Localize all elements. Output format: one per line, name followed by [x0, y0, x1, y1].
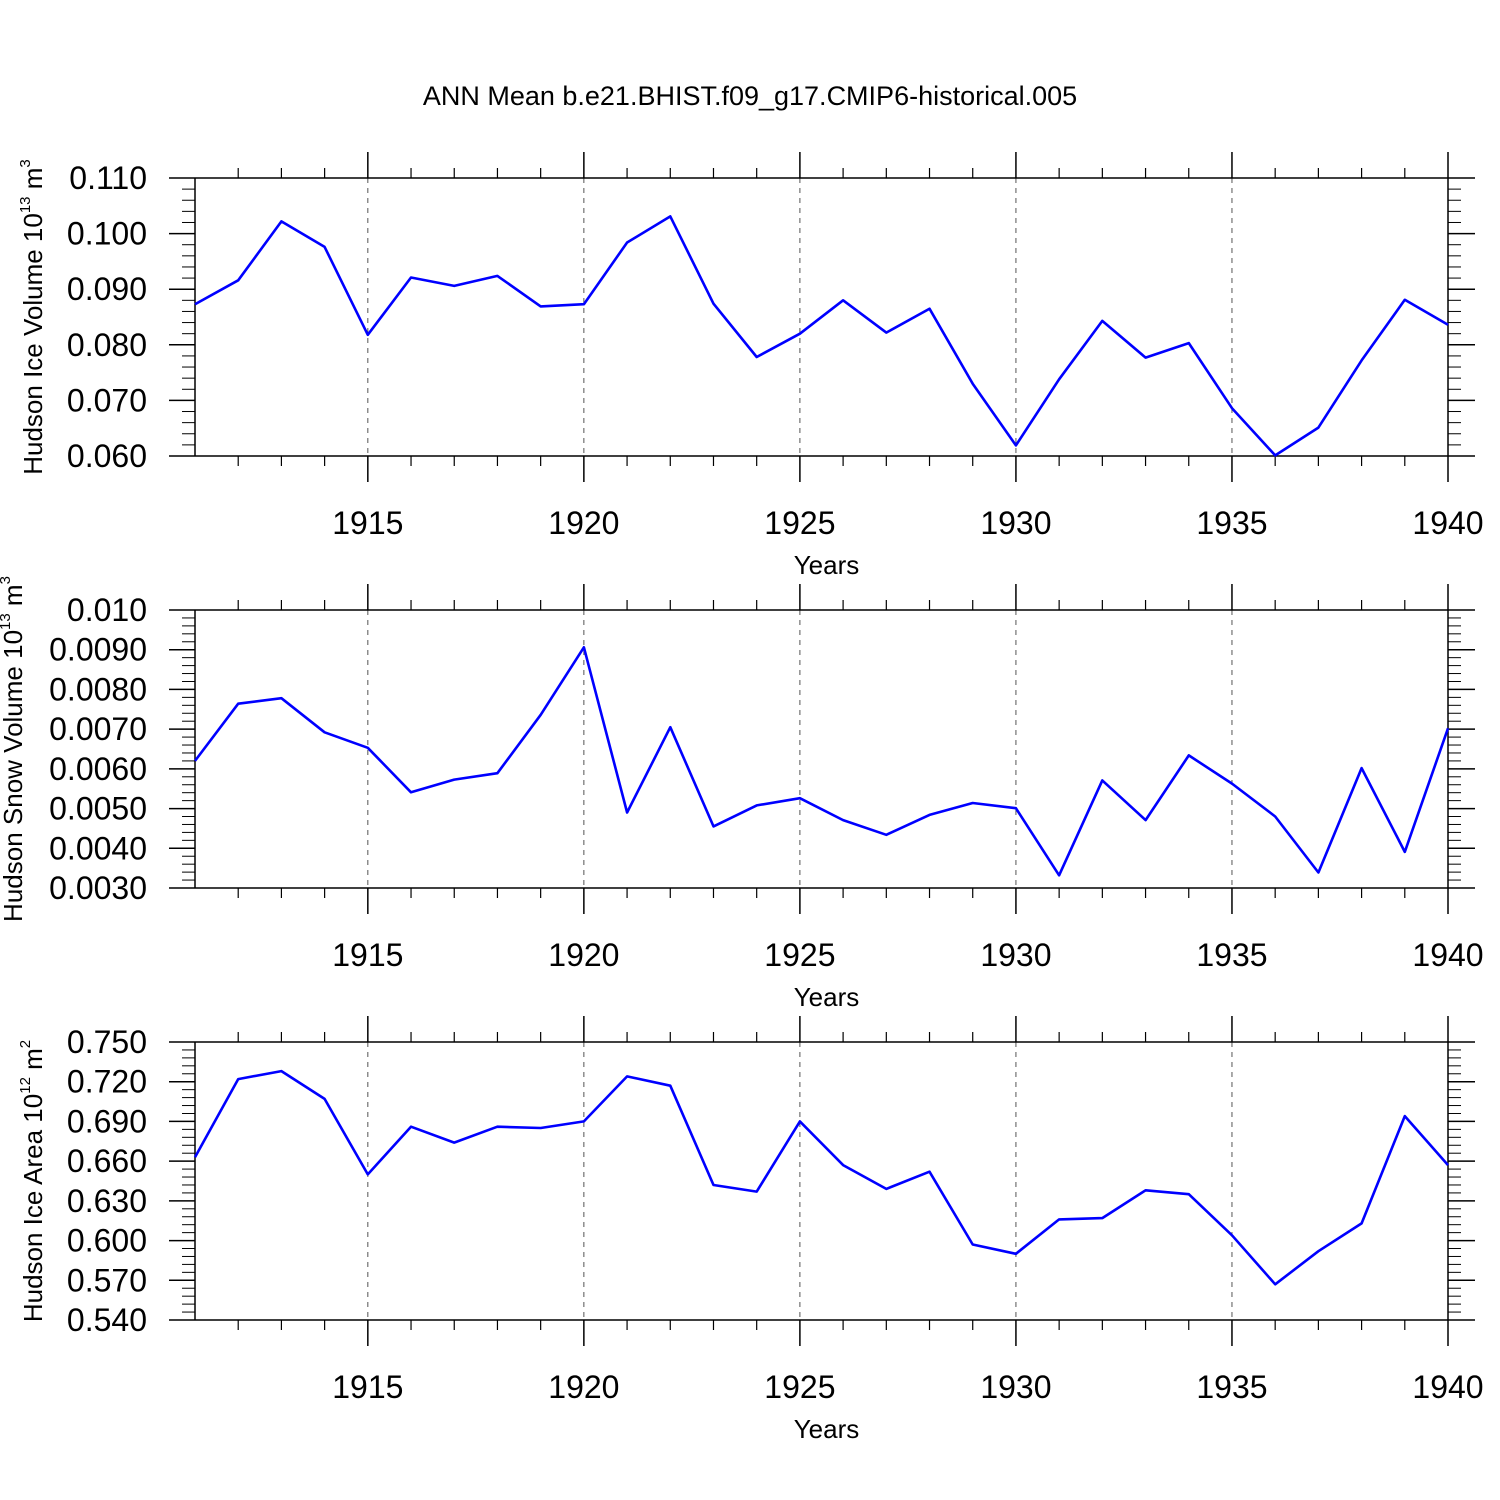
y-tick-label: 0.110: [69, 160, 147, 196]
x-tick-label: 1920: [548, 937, 619, 973]
x-axis-label: Years: [794, 982, 860, 1012]
x-tick-label: 1920: [548, 505, 619, 541]
y-axis-label: Hudson Snow Volume 1013 m3: [0, 576, 28, 922]
y-tick-label: 0.090: [67, 271, 147, 307]
y-tick-label: 0.100: [67, 216, 147, 252]
y-tick-label: 0.070: [67, 382, 147, 418]
y-tick-label: 0.0030: [49, 870, 147, 906]
y-tick-label: 0.0040: [49, 830, 147, 866]
x-tick-label: 1915: [332, 505, 403, 541]
x-tick-label: 1925: [764, 1369, 835, 1405]
y-tick-label: 0.750: [67, 1024, 147, 1060]
y-tick-label: 0.0060: [49, 751, 147, 787]
x-tick-label: 1930: [980, 937, 1051, 973]
x-tick-label: 1930: [980, 505, 1051, 541]
y-tick-label: 0.570: [67, 1262, 147, 1298]
y-tick-label: 0.690: [67, 1103, 147, 1139]
y-tick-label: 0.600: [67, 1223, 147, 1259]
x-tick-label: 1935: [1196, 937, 1267, 973]
series-line: [194, 215, 1449, 457]
figure-title: ANN Mean b.e21.BHIST.f09_g17.CMIP6-histo…: [423, 81, 1077, 111]
x-tick-label: 1925: [764, 937, 835, 973]
y-tick-label: 0.0090: [49, 632, 147, 668]
x-tick-label: 1935: [1196, 1369, 1267, 1405]
series-line: [193, 1069, 1449, 1286]
series-line: [193, 645, 1450, 877]
y-tick-label: 0.0050: [49, 791, 147, 827]
y-tick-label: 0.0070: [49, 711, 147, 747]
x-tick-label: 1940: [1412, 937, 1483, 973]
y-axis-label: Hudson Ice Volume 1013 m3: [17, 159, 48, 475]
x-tick-label: 1940: [1412, 505, 1483, 541]
chart-panel-1: 1915 1920 1925 1930 1935 1940 0.060 0.070 0.080 0…: [17, 152, 1484, 580]
y-tick-label: 0.720: [67, 1064, 147, 1100]
x-axis-label: Years: [794, 1414, 860, 1444]
y-tick-label: 0.060: [67, 438, 147, 474]
x-tick-label: 1930: [980, 1369, 1051, 1405]
y-tick-label: 0.080: [67, 327, 147, 363]
x-tick-label: 1915: [332, 1369, 403, 1405]
x-tick-label: 1935: [1196, 505, 1267, 541]
y-tick-label: 0.0080: [49, 671, 147, 707]
x-tick-label: 1915: [332, 937, 403, 973]
y-tick-label: 0.630: [67, 1183, 147, 1219]
y-tick-label: 0.010: [67, 592, 147, 628]
x-axis-label: Years: [794, 550, 860, 580]
chart-panel-2: 1915 1920 1925 1930 1935 19400.00300.00400.00…: [0, 576, 1484, 1012]
x-tick-label: 1940: [1412, 1369, 1483, 1405]
y-axis-label: Hudson Ice Area 1012 m2: [17, 1040, 48, 1322]
x-tick-label: 1925: [764, 505, 835, 541]
x-tick-label: 1920: [548, 1369, 619, 1405]
y-tick-label: 0.540: [67, 1302, 147, 1338]
y-tick-label: 0.660: [67, 1143, 147, 1179]
